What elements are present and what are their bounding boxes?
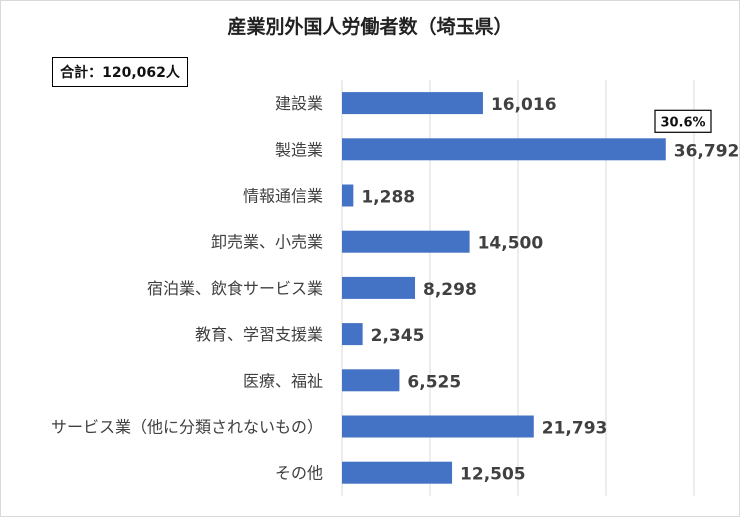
- category-label: サービス業（他に分類されないもの）: [51, 418, 323, 437]
- data-label: 2,345: [371, 326, 425, 346]
- bar-5: [342, 276, 416, 299]
- bar-9: [342, 461, 453, 484]
- bar-3: [342, 184, 354, 207]
- data-label: 8,298: [423, 280, 477, 300]
- category-label: 製造業: [275, 140, 323, 159]
- data-label: 12,505: [460, 465, 526, 485]
- data-label: 21,793: [542, 419, 608, 439]
- data-label: 6,525: [407, 372, 461, 392]
- category-label: 卸売業、小売業: [211, 233, 323, 252]
- bar-8: [342, 415, 534, 438]
- percent-annotation-text: 30.6%: [660, 115, 705, 130]
- data-label: 1,288: [361, 188, 415, 208]
- bar-7: [342, 369, 400, 392]
- category-label: 情報通信業: [243, 187, 323, 206]
- bar-2: [342, 138, 666, 161]
- category-label: 宿泊業、飲食サービス業: [147, 279, 323, 298]
- chart-title: 産業別外国人労働者数（埼玉県）: [227, 16, 513, 38]
- data-label: 14,500: [478, 234, 544, 254]
- total-annotation-box: 合計：120,062人: [52, 57, 188, 87]
- category-label: その他: [275, 464, 323, 483]
- data-label: 16,016: [491, 95, 557, 115]
- category-label: 教育、学習支援業: [195, 325, 323, 344]
- bar-4: [342, 230, 470, 253]
- bar-6: [342, 323, 363, 346]
- category-label: 建設業: [275, 94, 323, 113]
- percent-annotation-box: [654, 109, 712, 133]
- category-label: 医療、福祉: [243, 371, 323, 390]
- bar-1: [342, 92, 483, 115]
- data-label: 36,792: [674, 141, 740, 161]
